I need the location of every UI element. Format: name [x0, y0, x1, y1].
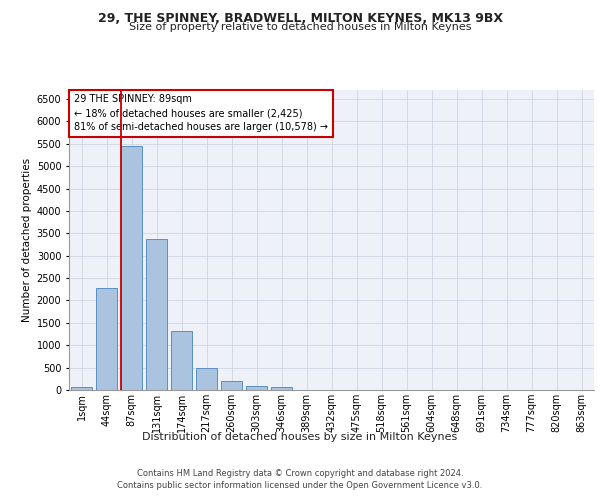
Text: Size of property relative to detached houses in Milton Keynes: Size of property relative to detached ho…	[129, 22, 471, 32]
Bar	[146, 238, 167, 390]
Text: Contains public sector information licensed under the Open Government Licence v3: Contains public sector information licen…	[118, 481, 482, 490]
Text: Contains HM Land Registry data © Crown copyright and database right 2024.: Contains HM Land Registry data © Crown c…	[137, 468, 463, 477]
Bar	[196, 368, 217, 390]
Text: 29 THE SPINNEY: 89sqm
← 18% of detached houses are smaller (2,425)
81% of semi-d: 29 THE SPINNEY: 89sqm ← 18% of detached …	[74, 94, 328, 132]
Text: 29, THE SPINNEY, BRADWELL, MILTON KEYNES, MK13 9BX: 29, THE SPINNEY, BRADWELL, MILTON KEYNES…	[97, 12, 503, 26]
Bar	[171, 332, 192, 390]
Y-axis label: Number of detached properties: Number of detached properties	[22, 158, 32, 322]
Bar	[96, 288, 117, 390]
Bar	[246, 386, 267, 390]
Text: Distribution of detached houses by size in Milton Keynes: Distribution of detached houses by size …	[142, 432, 458, 442]
Bar	[71, 387, 92, 390]
Bar	[271, 388, 292, 390]
Bar	[121, 146, 142, 390]
Bar	[221, 382, 242, 390]
